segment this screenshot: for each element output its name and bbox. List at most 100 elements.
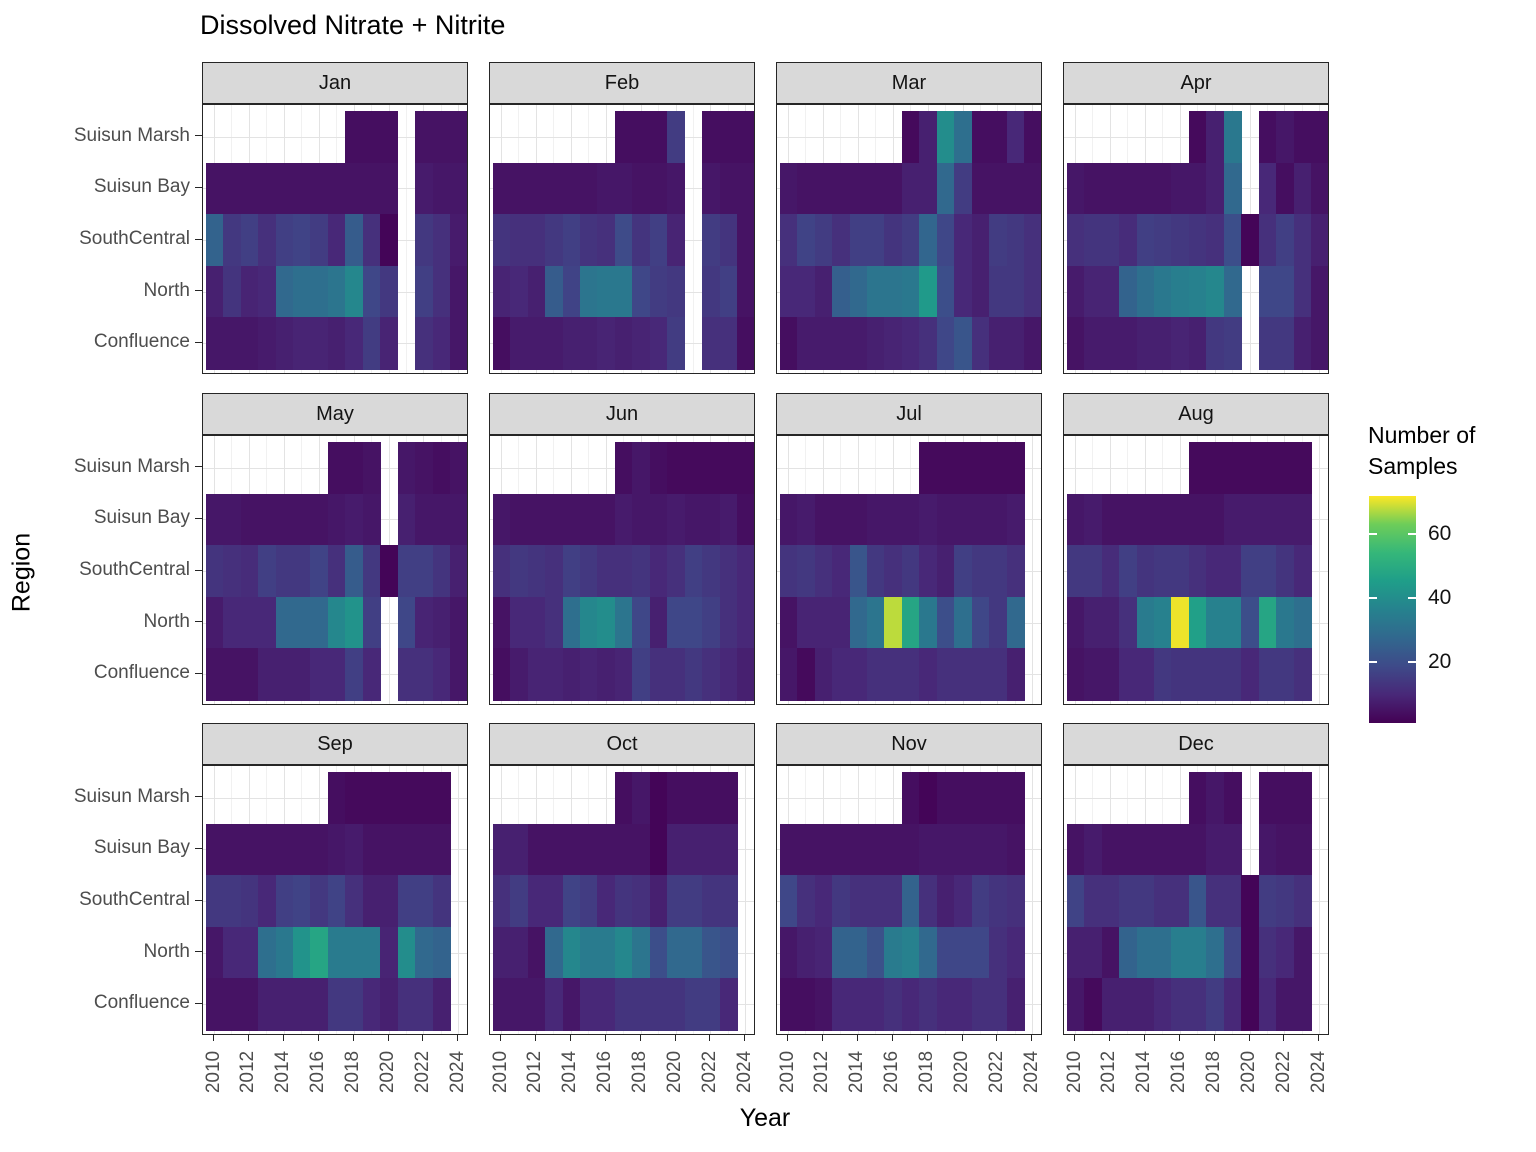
gridline-x xyxy=(1032,436,1034,704)
y-tick-label: North xyxy=(143,279,190,301)
heatmap-cell xyxy=(1188,162,1207,215)
heatmap-cell xyxy=(362,545,381,598)
heatmap-cell xyxy=(362,442,381,495)
heatmap-cell xyxy=(797,823,816,876)
heatmap-cell xyxy=(849,545,868,598)
heatmap-cell xyxy=(989,493,1008,546)
heatmap-cell xyxy=(1119,317,1138,370)
gridline-x xyxy=(1319,766,1321,1034)
heatmap-cell xyxy=(597,493,616,546)
facet-strip-jul: Jul xyxy=(776,393,1042,435)
x-tick-mark xyxy=(1143,1035,1145,1041)
y-tick-mark xyxy=(195,847,202,849)
facet-strip-mar: Mar xyxy=(776,62,1042,104)
heatmap-cell xyxy=(327,317,346,370)
heatmap-cell xyxy=(849,214,868,267)
heatmap-cell xyxy=(562,162,581,215)
heatmap-cell xyxy=(275,926,294,979)
x-tick-label: 2024 xyxy=(733,1050,755,1094)
heatmap-cell xyxy=(684,493,703,546)
heatmap-cell xyxy=(649,596,668,649)
heatmap-cell xyxy=(901,214,920,267)
heatmap-cell xyxy=(936,545,955,598)
heatmap-cell xyxy=(1241,442,1260,495)
heatmap-cell xyxy=(223,317,242,370)
heatmap-cell xyxy=(1311,214,1328,267)
x-tick-mark xyxy=(674,1035,676,1041)
heatmap-cell xyxy=(432,111,451,164)
heatmap-cell xyxy=(310,875,329,928)
heatmap-cell xyxy=(814,926,833,979)
heatmap-cell xyxy=(1206,648,1225,701)
heatmap-cell xyxy=(954,162,973,215)
heatmap-cell xyxy=(362,265,381,318)
heatmap-cell xyxy=(684,442,703,495)
heatmap-cell xyxy=(1066,875,1085,928)
x-tick-label: 2024 xyxy=(446,1050,468,1094)
y-tick-mark xyxy=(195,135,202,137)
heatmap-cell xyxy=(415,978,434,1031)
facet-strip-aug: Aug xyxy=(1063,393,1329,435)
heatmap-cell xyxy=(510,317,529,370)
heatmap-cell xyxy=(1101,823,1120,876)
heatmap-cell xyxy=(345,493,364,546)
heatmap-cell xyxy=(1119,648,1138,701)
heatmap-cell xyxy=(580,265,599,318)
x-tick-mark xyxy=(856,1035,858,1041)
heatmap-cell xyxy=(632,772,651,825)
heatmap-cell xyxy=(1188,317,1207,370)
heatmap-cell xyxy=(1101,596,1120,649)
heatmap-cell xyxy=(1223,596,1242,649)
heatmap-cell xyxy=(719,926,738,979)
x-tick-mark xyxy=(1031,1035,1033,1041)
heatmap-cell xyxy=(415,648,434,701)
heatmap-cell xyxy=(867,493,886,546)
heatmap-cell xyxy=(1188,648,1207,701)
heatmap-cell xyxy=(510,545,529,598)
heatmap-cell xyxy=(510,823,529,876)
heatmap-cell xyxy=(345,317,364,370)
heatmap-cell xyxy=(380,772,399,825)
heatmap-cell xyxy=(562,545,581,598)
heatmap-cell xyxy=(327,214,346,267)
heatmap-cell xyxy=(1293,214,1312,267)
x-tick-mark xyxy=(282,1035,284,1041)
heatmap-cell xyxy=(702,493,721,546)
x-tick-mark xyxy=(926,1035,928,1041)
heatmap-cell xyxy=(901,926,920,979)
heatmap-cell xyxy=(1293,493,1312,546)
heatmap-cell xyxy=(510,875,529,928)
heatmap-cell xyxy=(1188,265,1207,318)
heatmap-cell xyxy=(327,442,346,495)
y-tick-mark xyxy=(195,899,202,901)
heatmap-cell xyxy=(1171,823,1190,876)
heatmap-cell xyxy=(1136,317,1155,370)
y-tick-label: SouthCentral xyxy=(79,228,190,249)
heatmap-cell xyxy=(597,162,616,215)
heatmap-cell xyxy=(971,442,990,495)
heatmap-cell xyxy=(1101,648,1120,701)
heatmap-cell xyxy=(632,493,651,546)
heatmap-cell xyxy=(936,265,955,318)
heatmap-cell xyxy=(432,265,451,318)
heatmap-cell xyxy=(1154,596,1173,649)
heatmap-cell xyxy=(362,823,381,876)
heatmap-cell xyxy=(667,111,686,164)
heatmap-cell xyxy=(597,545,616,598)
heatmap-cell xyxy=(1101,978,1120,1031)
heatmap-cell xyxy=(667,926,686,979)
heatmap-cell xyxy=(580,823,599,876)
heatmap-cell xyxy=(867,162,886,215)
heatmap-cell xyxy=(240,214,259,267)
heatmap-cell xyxy=(545,596,564,649)
heatmap-cell xyxy=(1258,317,1277,370)
heatmap-cell xyxy=(545,265,564,318)
legend-colorbar xyxy=(1369,496,1416,723)
heatmap-cell xyxy=(1024,111,1041,164)
heatmap-cell xyxy=(527,493,546,546)
heatmap-cell xyxy=(492,162,511,215)
heatmap-cell xyxy=(205,926,224,979)
heatmap-cell xyxy=(884,875,903,928)
heatmap-cell xyxy=(1241,493,1260,546)
heatmap-cell xyxy=(1293,875,1312,928)
